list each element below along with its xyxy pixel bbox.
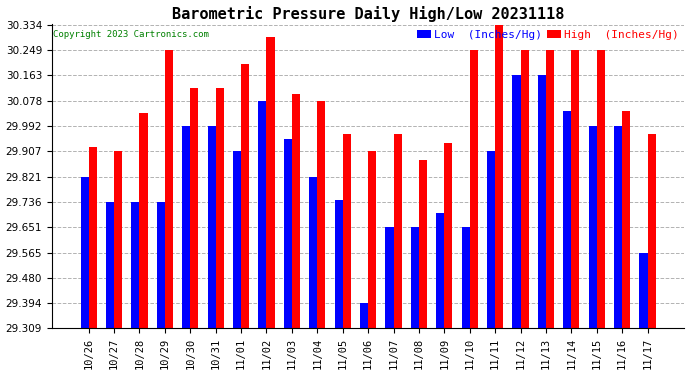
Bar — [411, 227, 419, 328]
Bar — [131, 202, 139, 328]
Bar — [208, 126, 216, 328]
Bar — [368, 151, 376, 328]
Bar — [258, 100, 266, 328]
Bar — [563, 111, 571, 328]
Bar — [513, 75, 520, 328]
Bar — [114, 151, 122, 328]
Bar — [538, 75, 546, 328]
Bar — [317, 100, 326, 328]
Bar — [487, 151, 495, 328]
Bar — [190, 88, 199, 328]
Bar — [343, 134, 351, 328]
Bar — [647, 134, 655, 328]
Bar — [622, 111, 630, 328]
Bar — [360, 303, 368, 328]
Bar — [216, 88, 224, 328]
Bar — [81, 177, 88, 328]
Bar — [462, 227, 470, 328]
Bar — [309, 177, 317, 328]
Bar — [182, 126, 190, 328]
Bar — [233, 151, 241, 328]
Legend: Low  (Inches/Hg), High  (Inches/Hg): Low (Inches/Hg), High (Inches/Hg) — [413, 25, 683, 44]
Bar — [614, 126, 622, 328]
Bar — [165, 50, 173, 328]
Bar — [444, 142, 453, 328]
Bar — [419, 160, 427, 328]
Bar — [436, 213, 444, 328]
Bar — [495, 25, 503, 328]
Bar — [571, 50, 580, 328]
Bar — [386, 227, 393, 328]
Bar — [335, 200, 343, 328]
Bar — [241, 64, 249, 328]
Bar — [597, 50, 605, 328]
Bar — [546, 50, 554, 328]
Bar — [266, 38, 275, 328]
Bar — [640, 253, 647, 328]
Bar — [284, 138, 292, 328]
Bar — [589, 126, 597, 328]
Text: Copyright 2023 Cartronics.com: Copyright 2023 Cartronics.com — [53, 30, 209, 39]
Bar — [470, 50, 478, 328]
Bar — [106, 202, 114, 328]
Bar — [88, 147, 97, 328]
Bar — [393, 134, 402, 328]
Bar — [292, 94, 300, 328]
Bar — [520, 50, 529, 328]
Title: Barometric Pressure Daily High/Low 20231118: Barometric Pressure Daily High/Low 20231… — [172, 6, 564, 21]
Bar — [157, 202, 165, 328]
Bar — [139, 113, 148, 328]
